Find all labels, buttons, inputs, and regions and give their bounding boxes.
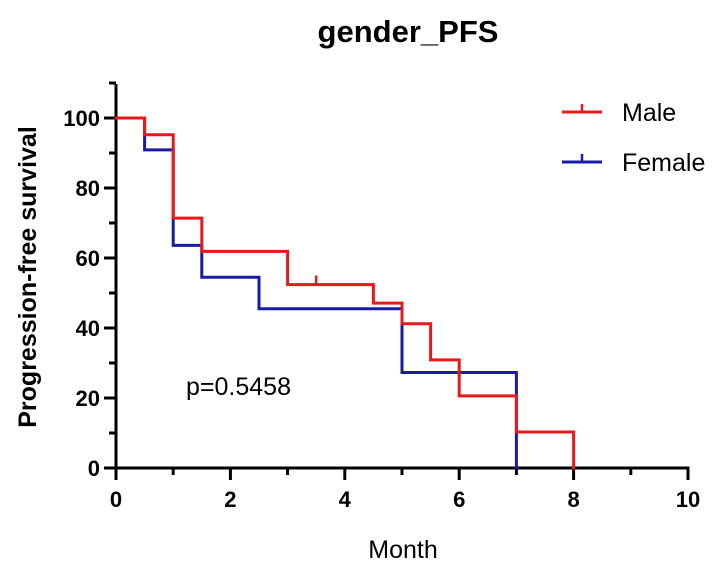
- x-tick-label: 4: [339, 487, 352, 512]
- y-axis-label: Progression-free survival: [14, 126, 42, 428]
- x-tick-label: 10: [676, 487, 700, 512]
- x-tick-label: 0: [110, 487, 122, 512]
- y-tick-label: 100: [63, 106, 100, 131]
- legend-label-female: Female: [622, 149, 705, 177]
- legend-label-male: Male: [622, 99, 676, 127]
- y-tick-label: 0: [88, 456, 100, 481]
- axes: 0 20 40 60 80 100 0 2 4 6 8 10: [63, 81, 700, 512]
- chart-title: gender_PFS: [318, 14, 499, 49]
- series-layer: [114, 116, 576, 470]
- y-tick-label: 20: [76, 386, 100, 411]
- legend: Male Female: [562, 99, 705, 177]
- x-axis-label: Month: [368, 536, 437, 564]
- y-tick-label: 80: [76, 176, 100, 201]
- series-line-female: [114, 116, 518, 470]
- x-tick-label: 8: [567, 487, 579, 512]
- x-tick-label: 6: [453, 487, 465, 512]
- series-line-male: [114, 116, 576, 470]
- x-tick-label: 2: [224, 487, 236, 512]
- y-tick-label: 60: [76, 246, 100, 271]
- p-value-annotation: p=0.5458: [186, 373, 291, 401]
- y-tick-label: 40: [76, 316, 100, 341]
